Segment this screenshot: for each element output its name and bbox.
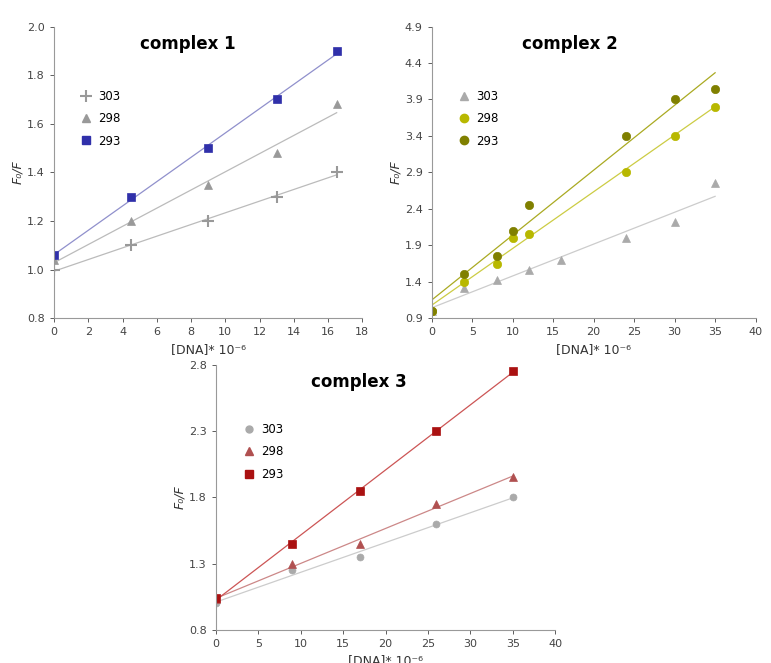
Text: complex 1: complex 1 (140, 35, 236, 53)
Legend: 303, 298, 293: 303, 298, 293 (76, 85, 125, 152)
X-axis label: [DNA]* 10⁻⁶: [DNA]* 10⁻⁶ (556, 343, 631, 356)
Text: complex 2: complex 2 (523, 35, 618, 53)
X-axis label: [DNA]* 10⁻⁶: [DNA]* 10⁻⁶ (170, 343, 246, 356)
Y-axis label: F₀/F: F₀/F (389, 160, 402, 184)
Legend: 303, 298, 293: 303, 298, 293 (239, 418, 288, 485)
X-axis label: [DNA]* 10⁻⁶: [DNA]* 10⁻⁶ (348, 654, 423, 663)
Text: complex 3: complex 3 (311, 373, 406, 391)
Y-axis label: F₀/F: F₀/F (173, 485, 187, 509)
Legend: 303, 298, 293: 303, 298, 293 (454, 85, 503, 152)
Y-axis label: F₀/F: F₀/F (12, 160, 25, 184)
